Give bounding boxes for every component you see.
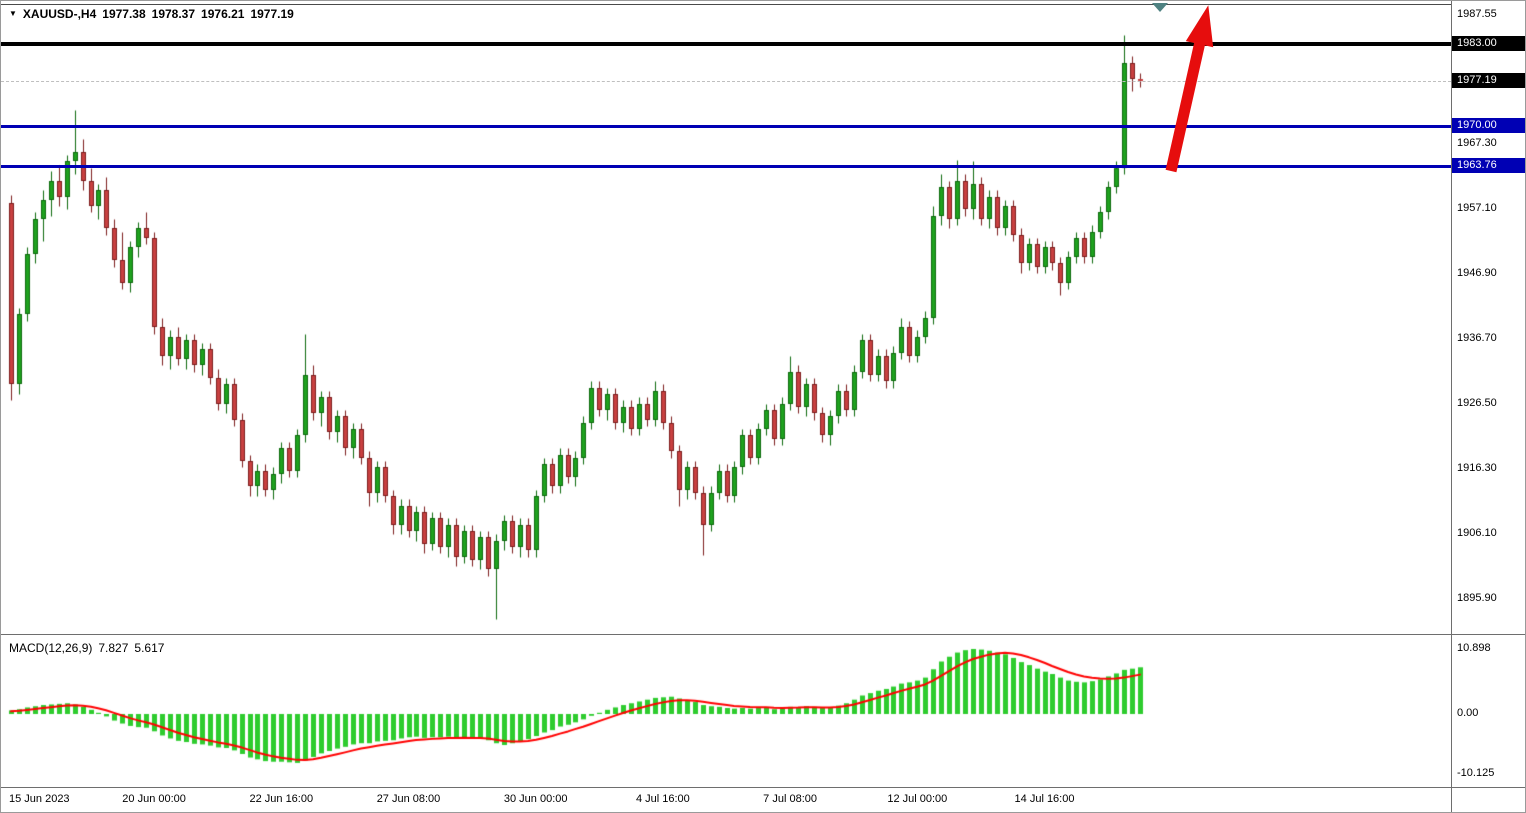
macd-indicator-canvas[interactable] [1,635,1451,787]
time-axis-label-9: 14 Jul 16:00 [1014,793,1075,805]
price-axis-tick-1967.30: 1967.30 [1457,137,1497,149]
time-axis-label-1: 15 Jun 2023 [9,793,70,805]
ohlc-high-value: 1978.37 [151,7,196,21]
candlestick-chart-canvas[interactable] [1,1,1451,634]
chart-top-border [1,4,1451,5]
price-tag-1983.00: 1983.00 [1452,36,1525,51]
current-bid-line [1,81,1451,82]
macd-timeaxis-separator [1,787,1525,788]
chart-header: ▼ XAUUSD-,H4 1977.38 1978.37 1976.21 197… [9,7,294,21]
horizontal-level-line-1970.00[interactable] [1,125,1451,128]
price-axis-tick-1916.30: 1916.30 [1457,462,1497,474]
time-axis-label-7: 7 Jul 08:00 [763,793,818,805]
time-axis-label-5: 30 Jun 00:00 [503,793,568,805]
price-tag-1963.76: 1963.76 [1452,158,1525,173]
macd-axis-tick-0.00: 0.00 [1457,707,1479,719]
price-tag-1977.19: 1977.19 [1452,73,1525,88]
price-axis-tick-1946.90: 1946.90 [1457,267,1497,279]
macd-axis-tick--10.125: -10.125 [1457,767,1495,779]
price-axis-tick-1926.50: 1926.50 [1457,397,1497,409]
trend-up-arrow[interactable] [1151,1,1241,181]
ohlc-low-value: 1976.21 [201,7,245,21]
macd-signal-value: 5.617 [134,641,165,655]
ohlc-open-value: 1977.38 [102,7,146,21]
chart-shift-marker-icon[interactable] [1152,3,1168,12]
price-axis-tick-1987.55: 1987.55 [1457,8,1497,20]
symbol-dropdown-icon[interactable]: ▼ [9,9,17,18]
time-axis-label-4: 27 Jun 08:00 [376,793,441,805]
price-axis-separator [1451,1,1452,812]
price-axis-tick-1936.70: 1936.70 [1457,332,1497,344]
macd-axis-tick-10.898: 10.898 [1457,642,1491,654]
macd-indicator-label: MACD(12,26,9) [9,641,93,655]
time-axis-label-6: 4 Jul 16:00 [635,793,690,805]
price-axis-tick-1906.10: 1906.10 [1457,527,1497,539]
price-axis-tick-1895.90: 1895.90 [1457,592,1497,604]
time-axis[interactable]: 15 Jun 2023 20 Jun 00:00 22 Jun 16:00 27 Ju… [1,788,1451,812]
price-tag-1970.00: 1970.00 [1452,118,1525,133]
price-axis[interactable]: 1987.55 1967.30 1957.10 1946.90 1936.70 1926.… [1452,1,1525,812]
macd-main-value: 7.827 [98,641,129,655]
time-axis-label-8: 12 Jul 00:00 [887,793,948,805]
main-macd-separator[interactable] [1,634,1525,635]
price-axis-tick-1957.10: 1957.10 [1457,202,1497,214]
horizontal-level-line-1983.00[interactable] [1,42,1451,46]
symbol-period-label: XAUUSD-,H4 [22,7,97,21]
time-axis-label-3: 22 Jun 16:00 [249,793,314,805]
macd-header: MACD(12,26,9) 7.827 5.617 [9,641,164,655]
ohlc-close-value: 1977.19 [250,7,294,21]
time-axis-label-2: 20 Jun 00:00 [122,793,186,805]
horizontal-level-line-1963.76[interactable] [1,165,1451,168]
